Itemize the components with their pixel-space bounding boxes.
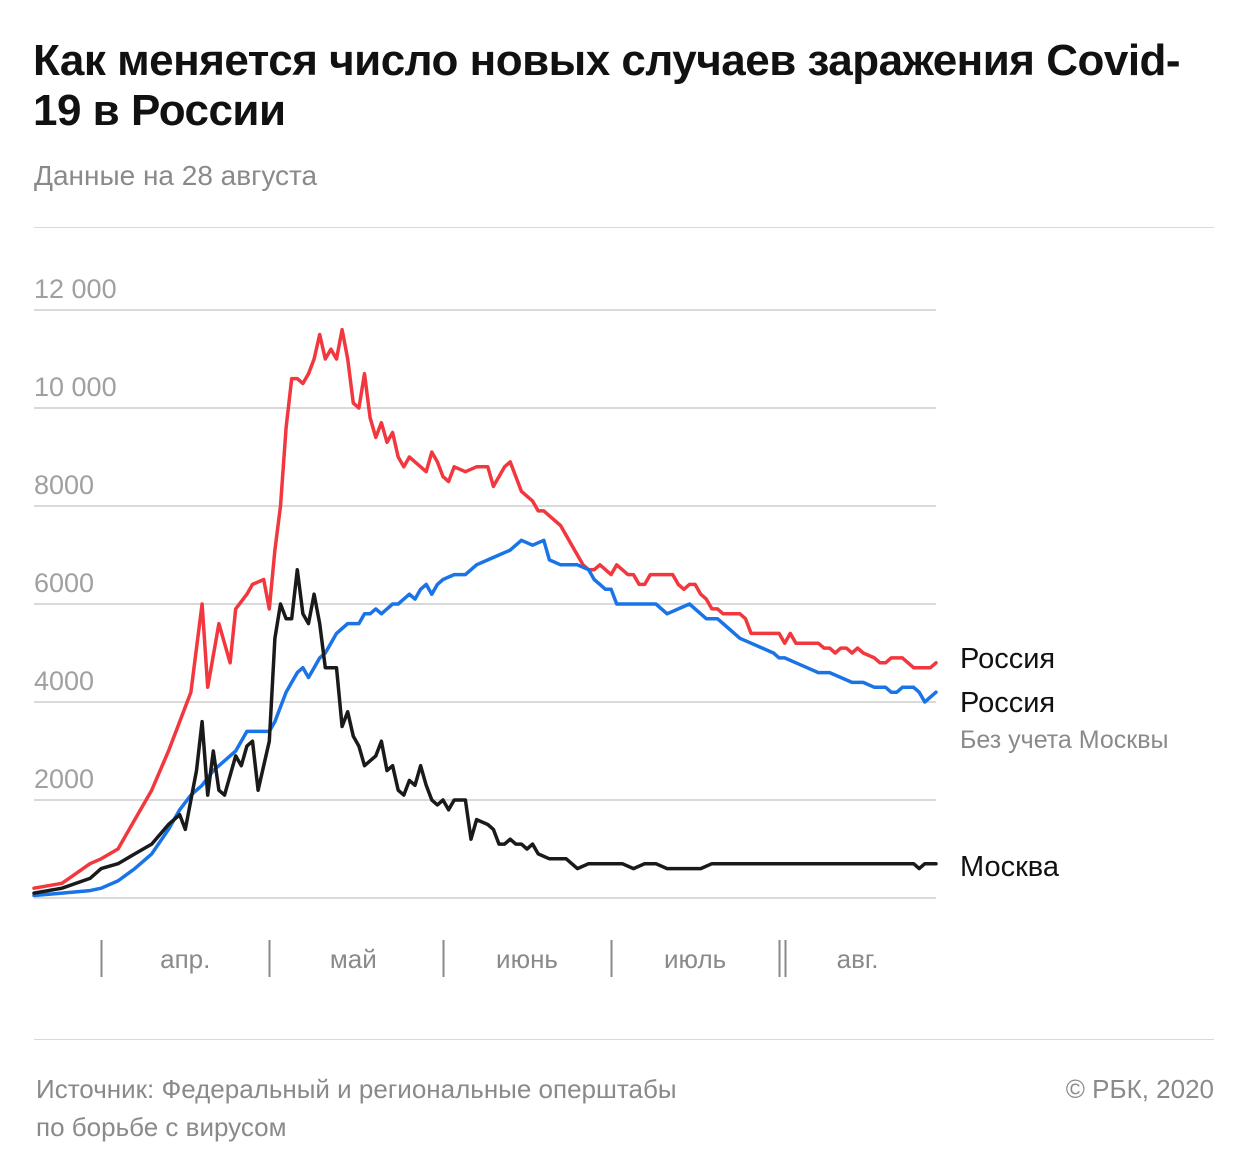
- month-label: май: [330, 944, 377, 974]
- chart-title: Как меняется число новых случаев заражен…: [33, 36, 1181, 135]
- source-line-1: Источник: Федеральный и региональные опе…: [36, 1074, 677, 1104]
- line-chart: 2000 4000 6000 8000 10 000 12 000 апр. май июнь…: [32, 274, 1168, 977]
- series-line: [32, 567, 938, 895]
- source-note: Источник: Федеральный и региональные опе…: [36, 1070, 856, 1146]
- month-label: июнь: [496, 944, 558, 974]
- series-labels: Россия Россия Без учета Москвы Москва: [960, 643, 1168, 883]
- source-line-2: по борьбе с вирусом: [36, 1112, 287, 1142]
- series-sublabel: Без учета Москвы: [960, 726, 1168, 754]
- series-lines: [32, 327, 938, 898]
- x-axis: апр. май июнь июль авг.: [100, 940, 879, 977]
- copyright: © РБК, 2020: [1065, 1074, 1214, 1104]
- y-tick-label: 10 000: [34, 372, 117, 402]
- month-label: июль: [664, 944, 726, 974]
- series-line: [32, 538, 938, 898]
- y-tick-label: 12 000: [34, 274, 117, 304]
- top-divider: [34, 227, 1214, 228]
- bottom-divider: [34, 1039, 1214, 1040]
- y-tick-label: 8000: [34, 470, 94, 500]
- chart-subtitle: Данные на 28 августа: [34, 160, 318, 191]
- series-line: [32, 327, 938, 890]
- series-label: Москва: [960, 851, 1060, 883]
- month-label: авг.: [837, 944, 879, 974]
- grid-lines: [34, 309, 936, 899]
- y-tick-label: 6000: [34, 568, 94, 598]
- y-tick-label: 4000: [34, 666, 94, 696]
- y-axis: 2000 4000 6000 8000 10 000 12 000: [34, 274, 117, 794]
- series-label: Россия: [960, 643, 1055, 675]
- month-label: апр.: [160, 944, 210, 974]
- y-tick-label: 2000: [34, 764, 94, 794]
- series-label: Россия: [960, 687, 1055, 719]
